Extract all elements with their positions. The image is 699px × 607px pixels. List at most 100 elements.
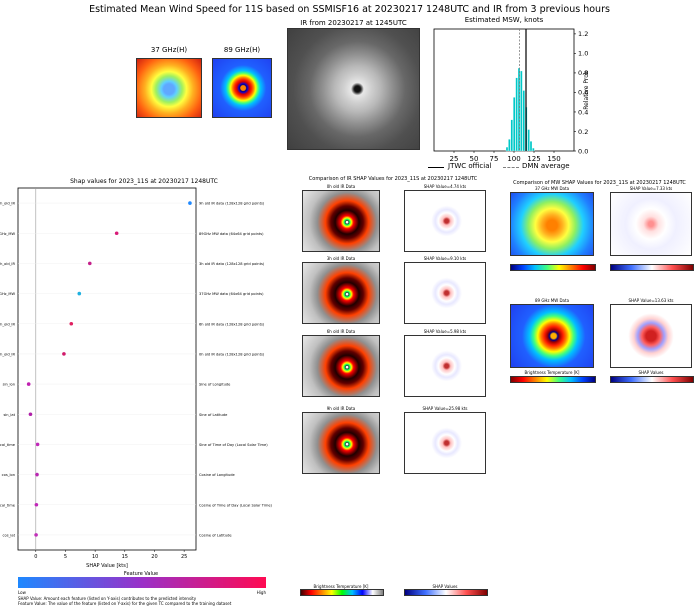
mw-bt-colorbar-label: Brightness Temperature [K] xyxy=(524,370,580,375)
hist-ylabel: Relative Prob xyxy=(583,70,590,110)
shap-dot xyxy=(35,442,40,447)
mw37-shap-colorbar xyxy=(610,264,694,271)
shap-feature-name: sin_lon xyxy=(3,383,15,387)
shap-feature-desc: 0h old IR data (128x128 grid points) xyxy=(199,352,265,356)
ir-bt-colorbar xyxy=(300,589,384,596)
ir-row-shap: SHAP Value=5.98 kts xyxy=(423,329,467,334)
hist-bar xyxy=(520,70,523,152)
hist-bar xyxy=(522,90,525,152)
mw-shap-map xyxy=(610,304,692,368)
hist-title: Estimated MSW, knots xyxy=(465,16,544,24)
ir-shap-colorbar xyxy=(404,589,488,596)
shap-feature-name: 9h_old_IR xyxy=(0,202,15,206)
hist-bar xyxy=(513,97,516,152)
ir-bt-colorbar-label: Brightness Temperature [K] xyxy=(313,584,369,589)
shap-dot xyxy=(34,533,38,537)
main-title: Estimated Mean Wind Speed for 11S based … xyxy=(89,4,610,15)
ir-row-image xyxy=(302,190,380,252)
mw-row-label: 37 GHz MW Data xyxy=(534,186,570,191)
ir-row-label: 6h old IR Data xyxy=(326,329,356,334)
ir-shap-colorbar-label: SHAP Values xyxy=(432,584,458,589)
shap-feature-desc: 89GHz MW data (64x64 grid points) xyxy=(199,232,264,236)
shap-note-1: SHAP Value: Amount each feature (listed … xyxy=(18,596,197,601)
shap-dot xyxy=(77,291,82,296)
mw-row-image xyxy=(510,304,594,368)
hist-bar xyxy=(508,139,511,152)
shap-note-2: Feature Value: The value of the feature … xyxy=(18,601,232,606)
hist-ytick-label: 1.2 xyxy=(578,30,588,38)
feature-value-label: Feature Value xyxy=(124,571,158,577)
micro-37-image xyxy=(136,58,202,118)
ir-shap-map xyxy=(404,262,486,324)
shap-dot-chart: 9h_old_IR 9h old IR data (128x128 grid po… xyxy=(0,187,273,606)
shap-feature-desc: Cosine of Latitude xyxy=(199,533,232,537)
shap-feature-name: 0h_old_IR xyxy=(0,352,15,356)
legend-dmn-swatch xyxy=(503,167,519,168)
hist-ytick-label: 0.0 xyxy=(578,147,588,155)
hist-bar xyxy=(529,141,533,152)
shap-feature-desc: Sine of Longitude xyxy=(199,383,231,387)
ir-row-label: 9h old IR Data xyxy=(326,406,356,411)
hist-ytick-label: 0.8 xyxy=(578,69,588,77)
shap-feature-desc: Cosine of Longitude xyxy=(199,473,235,477)
hist-xtick-label: 125 xyxy=(527,155,540,163)
hist-bar xyxy=(505,146,509,152)
shap-dot xyxy=(35,472,39,477)
shap-feature-name: cos_local_time xyxy=(0,503,16,507)
shap-feature-desc: Cosine of Time of Day (Local Solar Time) xyxy=(199,503,273,507)
shap-dot xyxy=(28,412,33,417)
shap-feature-desc: Sine of Time of Day (Local Solar Time) xyxy=(199,443,268,447)
legend-jtwc-swatch xyxy=(428,167,444,168)
ir-row-label: 0h old IR Data xyxy=(326,184,356,189)
ir-row-image xyxy=(302,412,380,474)
shap-feature-desc: 3h old IR data (128x128 grid points) xyxy=(199,262,265,266)
shap-xtick-label: 15 xyxy=(122,554,128,560)
ir-shap-map xyxy=(404,412,486,474)
ir-row-label: 3h old IR Data xyxy=(326,256,356,261)
shap-feature-desc: Sine of Latitude xyxy=(199,413,228,417)
hist-bar xyxy=(527,129,530,152)
ir-image xyxy=(287,28,420,150)
shap-feature-name: 89GHz_MW xyxy=(0,232,15,236)
shap-feature-name: 37GHz_MW xyxy=(0,292,15,296)
ir-shap-map xyxy=(404,335,486,397)
legend-jtwc-label: JTWC official xyxy=(448,162,492,170)
feature-value-colorbar xyxy=(18,577,266,588)
mw-shap-colorbar-label: SHAP Values xyxy=(638,370,664,375)
mw89-bt-colorbar xyxy=(510,376,596,383)
shap-dot xyxy=(26,382,31,386)
mw-row-shap: SHAP Value=13.63 kts xyxy=(628,298,674,303)
msw-histogram: Estimated MSW, knots 25 50 75 100 125 150 0.0… xyxy=(433,16,590,163)
shap-dot xyxy=(188,201,192,205)
shap-dot xyxy=(34,502,39,507)
ir-comparison-title: Comparison of IR SHAP Values for 2023_11… xyxy=(308,176,478,182)
shap-xtick-label: 0 xyxy=(34,554,37,560)
hist-ytick-label: 0.4 xyxy=(578,108,588,116)
ir-row-image xyxy=(302,262,380,324)
shap-feature-desc: 9h old IR data (128x128 grid points) xyxy=(199,202,265,206)
shap-feature-name: 3h_old_IR xyxy=(0,262,15,266)
shap-xtick-label: 25 xyxy=(181,554,187,560)
hist-xtick-label: 75 xyxy=(490,155,499,163)
shap-feature-name: sin_local_time xyxy=(0,443,16,447)
legend-dmn-label: DMN average xyxy=(522,162,570,170)
shap-feature-desc: 6h old IR data (128x128 grid points) xyxy=(199,322,265,326)
shap-dot xyxy=(114,231,119,236)
shap-plot-area xyxy=(17,187,197,551)
mw-comparison-title: Comparison of MW SHAP Values for 2023_11… xyxy=(513,180,686,186)
shap-feature-name: sin_lat xyxy=(3,413,15,417)
mw37-bt-colorbar xyxy=(510,264,596,271)
mw89-shap-colorbar xyxy=(610,376,694,383)
hist-plot-area xyxy=(433,28,575,152)
mw-shap-map xyxy=(610,192,692,256)
shap-feature-name: 6h_old_IR xyxy=(0,322,15,326)
hist-bar xyxy=(510,119,513,152)
hist-xtick-label: 100 xyxy=(507,155,520,163)
hist-xtick-label: 25 xyxy=(450,155,459,163)
mw-row-label: 89 GHz MW Data xyxy=(534,298,570,303)
shap-feature-desc: 37GHz MW data (64x64 grid points) xyxy=(199,292,264,296)
high-label: High xyxy=(257,590,267,595)
hist-ytick-label: 0.2 xyxy=(578,128,588,136)
shap-xlabel: SHAP Value [kts] xyxy=(86,563,128,569)
shap-title: Shap values for 2023_11S at 20230217 124… xyxy=(70,178,218,185)
